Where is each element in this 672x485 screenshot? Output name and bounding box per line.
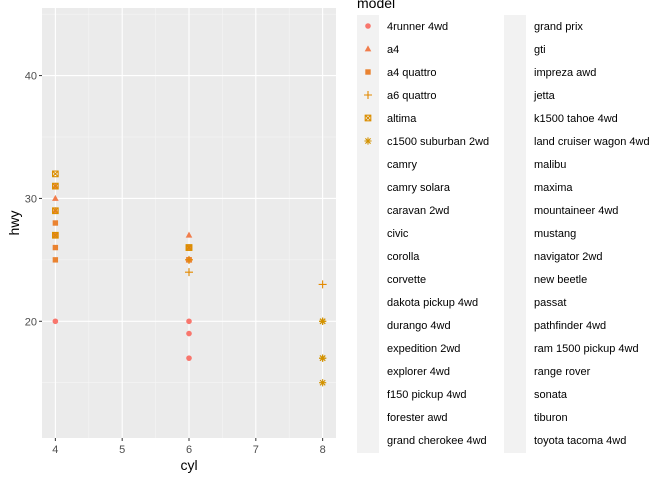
- legend-label: mountaineer 4wd: [534, 205, 618, 217]
- data-point: [319, 354, 327, 362]
- data-point: [52, 207, 59, 215]
- legend: model 4runner 4wd a4 a4 quattro a6 quattro a…: [357, 0, 650, 453]
- legend-label: tiburon: [534, 412, 568, 424]
- legend-label: jetta: [533, 90, 556, 102]
- legend-label: passat: [534, 297, 566, 309]
- legend-key-symbol: [365, 23, 371, 29]
- data-point: [318, 280, 327, 289]
- legend-label: new beetle: [534, 274, 587, 286]
- legend-label: malibu: [534, 159, 566, 171]
- data-point: [185, 231, 193, 238]
- legend-key-symbol: [364, 91, 372, 99]
- legend-key-symbol: [365, 69, 371, 75]
- legend-label: ram 1500 pickup 4wd: [534, 343, 639, 355]
- data-points: [52, 170, 327, 387]
- legend-label: altima: [387, 113, 417, 125]
- legend-label: grand prix: [534, 21, 583, 33]
- x-tick-label: 8: [320, 444, 326, 456]
- x-tick-label: 4: [52, 444, 58, 456]
- data-point: [186, 330, 192, 337]
- y-tick-label: 40: [25, 71, 37, 83]
- data-point: [52, 231, 59, 239]
- legend-label: camry solara: [387, 182, 451, 194]
- legend-label: maxima: [534, 182, 573, 194]
- legend-label: a6 quattro: [387, 90, 437, 102]
- legend-label: corvette: [387, 274, 426, 286]
- data-point: [52, 318, 59, 325]
- legend-label: civic: [387, 228, 409, 240]
- data-point: [186, 318, 192, 325]
- x-axis-label: cyl: [180, 457, 197, 473]
- data-point: [319, 317, 327, 325]
- x-tick-label: 6: [186, 444, 192, 456]
- legend-label: forester awd: [387, 412, 448, 424]
- legend-label: camry: [387, 159, 417, 171]
- legend-title: model: [357, 0, 395, 11]
- legend-label: sonata: [534, 389, 568, 401]
- legend-key-column: [504, 15, 526, 453]
- data-point: [52, 194, 59, 201]
- legend-label: explorer 4wd: [387, 366, 450, 378]
- y-axis-label: hwy: [6, 211, 22, 236]
- legend-label: toyota tacoma 4wd: [534, 435, 626, 447]
- legend-label: mustang: [534, 228, 576, 240]
- legend-key-symbol: [364, 114, 372, 122]
- legend-label: land cruiser wagon 4wd: [534, 136, 650, 148]
- y-axis: 20 30 40: [25, 71, 42, 328]
- legend-label: gti: [534, 44, 546, 56]
- data-point: [52, 244, 59, 251]
- data-point: [319, 379, 327, 387]
- data-point: [186, 355, 192, 361]
- legend-label: k1500 tahoe 4wd: [534, 113, 618, 125]
- legend-label: caravan 2wd: [387, 205, 449, 217]
- x-tick-label: 5: [119, 444, 125, 456]
- legend-key-column: [357, 15, 379, 453]
- data-point: [185, 268, 193, 277]
- legend-label: grand cherokee 4wd: [387, 435, 487, 447]
- data-point: [52, 182, 59, 190]
- legend-label: a4 quattro: [387, 67, 437, 79]
- x-axis: 4 5 6 7 8: [52, 438, 326, 456]
- x-tick-label: 7: [253, 444, 259, 456]
- data-point: [185, 244, 193, 251]
- data-point: [52, 257, 59, 263]
- legend-label: 4runner 4wd: [387, 21, 448, 33]
- legend-label: dakota pickup 4wd: [387, 297, 478, 309]
- legend-label: c1500 suburban 2wd: [387, 136, 489, 148]
- data-point: [52, 220, 59, 226]
- legend-label: expedition 2wd: [387, 343, 460, 355]
- legend-label: f150 pickup 4wd: [387, 389, 467, 401]
- legend-label: a4: [387, 44, 399, 56]
- legend-key-symbol: [364, 137, 372, 145]
- legend-label: impreza awd: [534, 67, 596, 79]
- legend-label: pathfinder 4wd: [534, 320, 606, 332]
- legend-label: range rover: [534, 366, 591, 378]
- legend-key-symbol: [364, 45, 372, 52]
- legend-label: corolla: [387, 251, 420, 263]
- legend-label: durango 4wd: [387, 320, 451, 332]
- data-point: [185, 255, 193, 264]
- legend-label: navigator 2wd: [534, 251, 603, 263]
- y-tick-label: 20: [25, 316, 37, 328]
- data-point: [52, 170, 59, 178]
- y-tick-label: 30: [25, 193, 37, 205]
